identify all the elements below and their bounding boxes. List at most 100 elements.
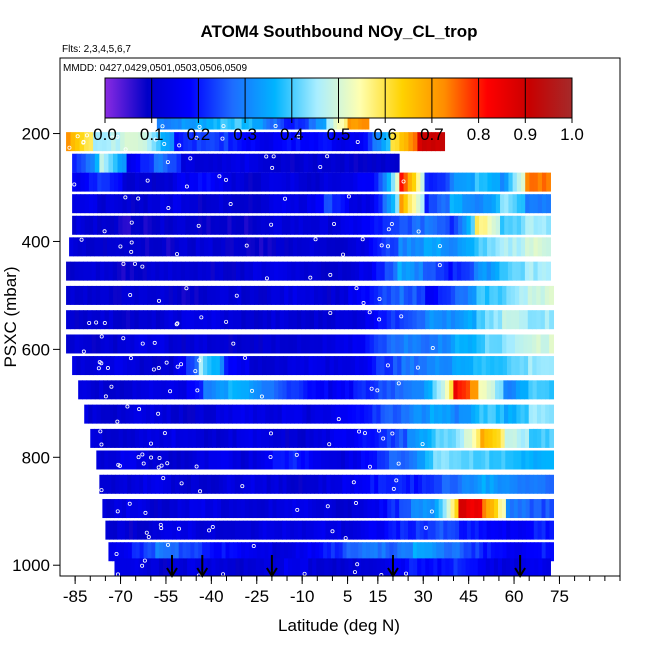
heatmap-cell [189, 172, 195, 192]
heatmap-cell [376, 132, 382, 152]
heatmap-cell [219, 310, 225, 330]
heatmap-cell [117, 285, 123, 305]
heatmap-cell [476, 285, 482, 305]
heatmap-cell [389, 542, 394, 562]
heatmap-cell [521, 499, 527, 519]
heatmap-cell [417, 558, 422, 576]
heatmap-cell [403, 285, 409, 305]
heatmap-cell [113, 404, 118, 424]
heatmap-cell [544, 356, 550, 376]
heatmap-cell [393, 261, 399, 281]
sample-point [251, 544, 256, 549]
heatmap-cell [424, 194, 430, 214]
heatmap-cell [271, 310, 277, 330]
heatmap-cell [445, 380, 450, 400]
sample-point [156, 465, 161, 470]
sample-point [394, 478, 399, 483]
heatmap-cell [207, 520, 213, 540]
heatmap-cell [541, 215, 547, 235]
heatmap-cell [541, 261, 547, 281]
heatmap-cell [88, 194, 94, 214]
heatmap-cell [507, 380, 513, 400]
heatmap-cell [333, 261, 339, 281]
heatmap-cell [512, 215, 518, 235]
heatmap-cell [104, 334, 110, 354]
heatmap-cell [190, 285, 195, 305]
heatmap-cell [240, 450, 246, 470]
heatmap-cell [304, 499, 309, 519]
heatmap-cell [162, 558, 168, 576]
heatmap-cell [255, 132, 261, 152]
heatmap-cell [211, 356, 217, 376]
colorbar-tick-label: 0.1 [140, 125, 164, 144]
heatmap-cell [339, 404, 345, 424]
heatmap-cell [143, 356, 149, 376]
heatmap-cell [277, 215, 283, 235]
heatmap-cell [397, 404, 402, 424]
heatmap-cell [108, 450, 113, 470]
heatmap-cell [308, 261, 314, 281]
heatmap-cell [491, 237, 497, 257]
heatmap-cell [161, 237, 167, 257]
heatmap-cell [397, 356, 403, 376]
heatmap-cell [135, 542, 141, 562]
heatmap-cell [291, 542, 297, 562]
heatmap-cell [285, 404, 291, 424]
heatmap-cell [232, 132, 238, 152]
heatmap-cell [445, 474, 451, 494]
heatmap-cell [363, 356, 369, 376]
heatmap-cell [316, 261, 322, 281]
heatmap-cell [419, 428, 425, 448]
heatmap-cell [153, 237, 159, 257]
heatmap-cell [185, 499, 191, 519]
heatmap-cell [444, 261, 450, 281]
heatmap-cell [150, 404, 155, 424]
sample-point [217, 174, 222, 179]
sample-point [84, 133, 89, 138]
heatmap-cell [325, 261, 331, 281]
heatmap-cell [398, 237, 404, 257]
heatmap-cell [236, 356, 242, 376]
heatmap-cell [88, 404, 94, 424]
heatmap-cell [196, 132, 202, 152]
heatmap-cell [516, 194, 522, 214]
heatmap-cell [250, 237, 256, 257]
heatmap-cell [403, 499, 408, 519]
heatmap-cell [364, 558, 370, 576]
heatmap-cell [386, 285, 392, 305]
heatmap-cell [408, 285, 413, 305]
heatmap-cell [271, 558, 277, 576]
heatmap-cell [135, 356, 141, 376]
heatmap-cell [440, 237, 446, 257]
heatmap-cell [483, 194, 489, 214]
heatmap-cell [298, 474, 304, 494]
heatmap-cell [348, 285, 354, 305]
sample-point [197, 124, 202, 129]
heatmap-cell [164, 356, 170, 376]
heatmap-cell [262, 110, 267, 130]
heatmap-cell [114, 194, 119, 214]
heatmap-cell [487, 215, 493, 235]
sample-point [72, 182, 77, 187]
heatmap-cell [248, 172, 254, 192]
heatmap-cell [323, 215, 329, 235]
heatmap-cell [260, 499, 266, 519]
heatmap-cell [418, 499, 424, 519]
heatmap-cell [350, 356, 356, 376]
sample-point [75, 134, 80, 139]
heatmap-cell [322, 132, 328, 152]
heatmap-cell [171, 474, 176, 494]
heatmap-cell [371, 499, 376, 519]
heatmap-cell [256, 499, 262, 519]
heatmap-cell [514, 520, 519, 540]
heatmap-cell [339, 310, 345, 330]
heatmap-cell [489, 474, 495, 494]
heatmap-cell [260, 542, 266, 562]
heatmap-cell [333, 110, 338, 130]
sample-point [264, 154, 269, 159]
heatmap-cell [267, 558, 273, 576]
heatmap-cell [231, 520, 236, 540]
heatmap-cell [331, 334, 336, 354]
heatmap-cell [425, 450, 430, 470]
heatmap-cell [468, 356, 474, 376]
